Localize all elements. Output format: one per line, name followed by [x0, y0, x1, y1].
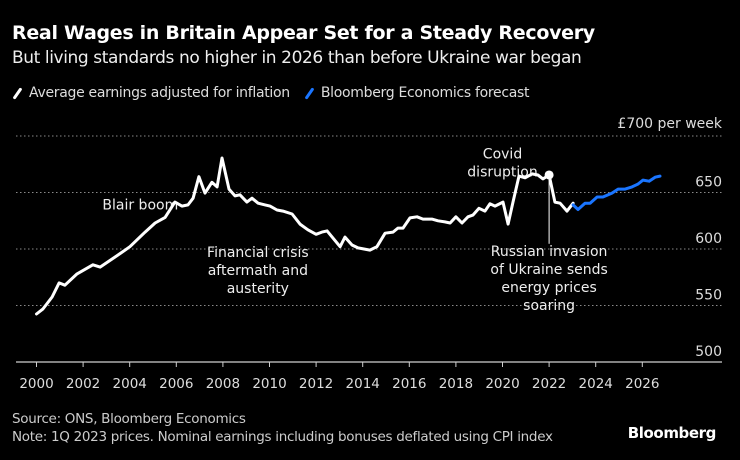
legend-label-forecast: Bloomberg Economics forecast — [320, 85, 530, 101]
legend-item-forecast: Bloomberg Economics forecast — [304, 85, 530, 101]
x-tick-label-2004: 2004 — [113, 376, 147, 392]
series-lines — [35, 156, 662, 316]
x-tick-label-2018: 2018 — [439, 376, 473, 392]
legend-item-actual: Average earnings adjusted for inflation — [12, 85, 290, 101]
y-axis-labels: 500 550 600 650 £700 per week — [617, 116, 722, 360]
source-note: Source: ONS, Bloomberg Economics — [12, 411, 246, 427]
annotation-text-line: Russian invasion — [491, 244, 608, 260]
annotation-text-line: Blair boom — [102, 197, 178, 213]
x-tick-label-2008: 2008 — [206, 376, 240, 392]
annotation-text-line: Financial crisis — [207, 245, 309, 261]
annotation-ukraine: Russian invasion of Ukraine sends energy p… — [490, 170, 608, 314]
x-tick-label-2022: 2022 — [532, 376, 566, 392]
y-axis-unit-label: £700 per week — [617, 116, 722, 132]
x-tick-label-2010: 2010 — [252, 376, 286, 392]
annotation-text-line: energy prices — [501, 280, 596, 296]
series-line-forecast — [571, 174, 662, 211]
x-tick-label-2026: 2026 — [625, 376, 659, 392]
y-tick-label-700: £700 — [617, 116, 657, 132]
annotation-text-line: aftermath and — [208, 263, 308, 279]
x-tick-label-2024: 2024 — [579, 376, 613, 392]
x-tick-label-2006: 2006 — [159, 376, 193, 392]
annotation-text-line: of Ukraine sends — [490, 262, 607, 278]
annotations: Blair boom Financial crisis aftermath and a… — [102, 147, 607, 314]
annotation-text-line: Covid — [483, 147, 522, 163]
y-axis-unit-suffix: per week — [658, 116, 723, 132]
x-tick-label-2002: 2002 — [66, 376, 100, 392]
series-line-actual — [35, 156, 575, 316]
annotation-text-line: austerity — [227, 281, 289, 297]
x-tick-label-2016: 2016 — [392, 376, 426, 392]
x-axis: 2000 2002 2004 2006 2008 2010 2012 2014 2016 2018… — [16, 361, 722, 392]
y-tick-label-500: 500 — [695, 344, 722, 360]
gridlines — [16, 135, 722, 306]
x-tick-label-2014: 2014 — [346, 376, 380, 392]
bloomberg-logo: Bloomberg — [627, 424, 717, 442]
legend-label-actual: Average earnings adjusted for inflation — [29, 85, 290, 101]
methodology-note: Note: 1Q 2023 prices. Nominal earnings i… — [12, 429, 553, 445]
chart-title: Real Wages in Britain Appear Set for a S… — [12, 22, 595, 44]
y-tick-label-600: 600 — [695, 231, 722, 247]
annotation-text-line: soaring — [523, 298, 575, 314]
chart-subtitle: But living standards no higher in 2026 t… — [12, 48, 582, 68]
x-tick-label-2012: 2012 — [299, 376, 333, 392]
annotation-financial: Financial crisis aftermath and austerity — [207, 245, 309, 297]
x-tick-label-2000: 2000 — [19, 376, 53, 392]
x-tick-label-2020: 2020 — [485, 376, 519, 392]
legend: Average earnings adjusted for inflation … — [12, 85, 543, 101]
y-tick-label-550: 550 — [695, 288, 722, 304]
y-tick-label-650: 650 — [695, 175, 722, 191]
annotation-blair: Blair boom — [102, 197, 178, 213]
